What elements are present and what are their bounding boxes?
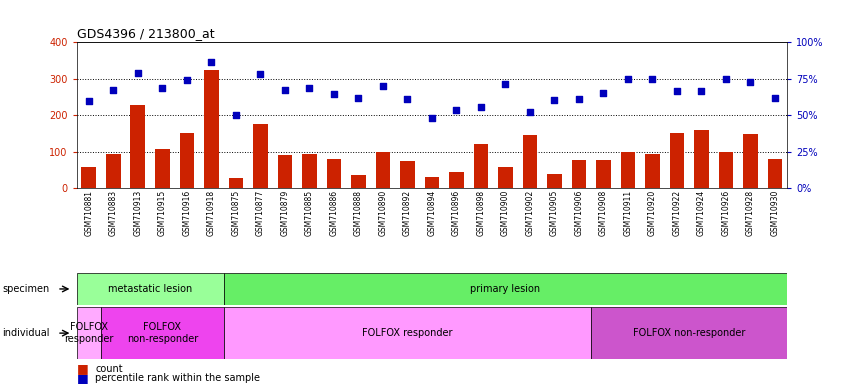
Bar [718,152,734,188]
Point [474,104,488,110]
Bar [77,273,224,305]
Bar [277,156,292,188]
Bar [224,273,787,305]
Point [768,94,782,101]
Text: count: count [95,364,123,374]
Text: percentile rank within the sample: percentile rank within the sample [95,373,260,383]
Point [719,76,733,82]
Bar [523,135,537,188]
Bar [498,167,513,188]
Text: specimen: specimen [3,284,50,294]
Bar [155,149,169,188]
Bar [473,144,488,188]
Bar [743,134,757,188]
Bar [645,154,660,188]
Point [180,77,194,83]
Point [597,89,610,96]
Point [131,70,145,76]
Bar [82,167,96,188]
Bar [101,307,224,359]
Bar [204,70,219,188]
Point [204,59,218,65]
Bar [351,175,366,188]
Point [572,96,585,102]
Point [547,96,561,103]
Point [670,88,683,94]
Text: primary lesion: primary lesion [471,284,540,294]
Point [351,94,365,101]
Bar [670,134,684,188]
Point [376,83,390,89]
Bar [77,307,101,359]
Point [449,107,463,113]
Point [106,87,120,93]
Text: FOLFOX non-responder: FOLFOX non-responder [633,328,745,338]
Point [401,96,414,102]
Bar [425,177,439,188]
Point [523,109,537,115]
Bar [130,105,146,188]
Bar [620,152,635,188]
Point [646,76,660,82]
Bar [596,160,611,188]
Bar [400,161,414,188]
Text: ■: ■ [77,362,89,375]
Text: metastatic lesion: metastatic lesion [108,284,192,294]
Point [425,115,439,121]
Text: FOLFOX
responder: FOLFOX responder [64,322,113,344]
Bar [375,152,391,188]
Point [82,98,95,104]
Bar [327,159,341,188]
Bar [229,178,243,188]
Text: FOLFOX responder: FOLFOX responder [363,328,453,338]
Bar [768,159,782,188]
Bar [694,130,709,188]
Point [499,81,512,87]
Bar [572,160,586,188]
Bar [224,307,591,359]
Bar [180,133,194,188]
Point [229,112,243,118]
Text: GDS4396 / 213800_at: GDS4396 / 213800_at [77,27,214,40]
Text: FOLFOX
non-responder: FOLFOX non-responder [127,322,198,344]
Point [156,85,169,91]
Point [254,71,267,78]
Bar [591,307,787,359]
Point [621,76,635,82]
Bar [449,172,464,188]
Point [327,91,340,97]
Bar [106,154,121,188]
Bar [253,124,268,188]
Point [694,88,708,94]
Point [303,85,317,91]
Point [278,87,292,93]
Text: individual: individual [3,328,50,338]
Text: ■: ■ [77,372,89,384]
Point [744,79,757,85]
Bar [547,174,562,188]
Bar [302,154,317,188]
